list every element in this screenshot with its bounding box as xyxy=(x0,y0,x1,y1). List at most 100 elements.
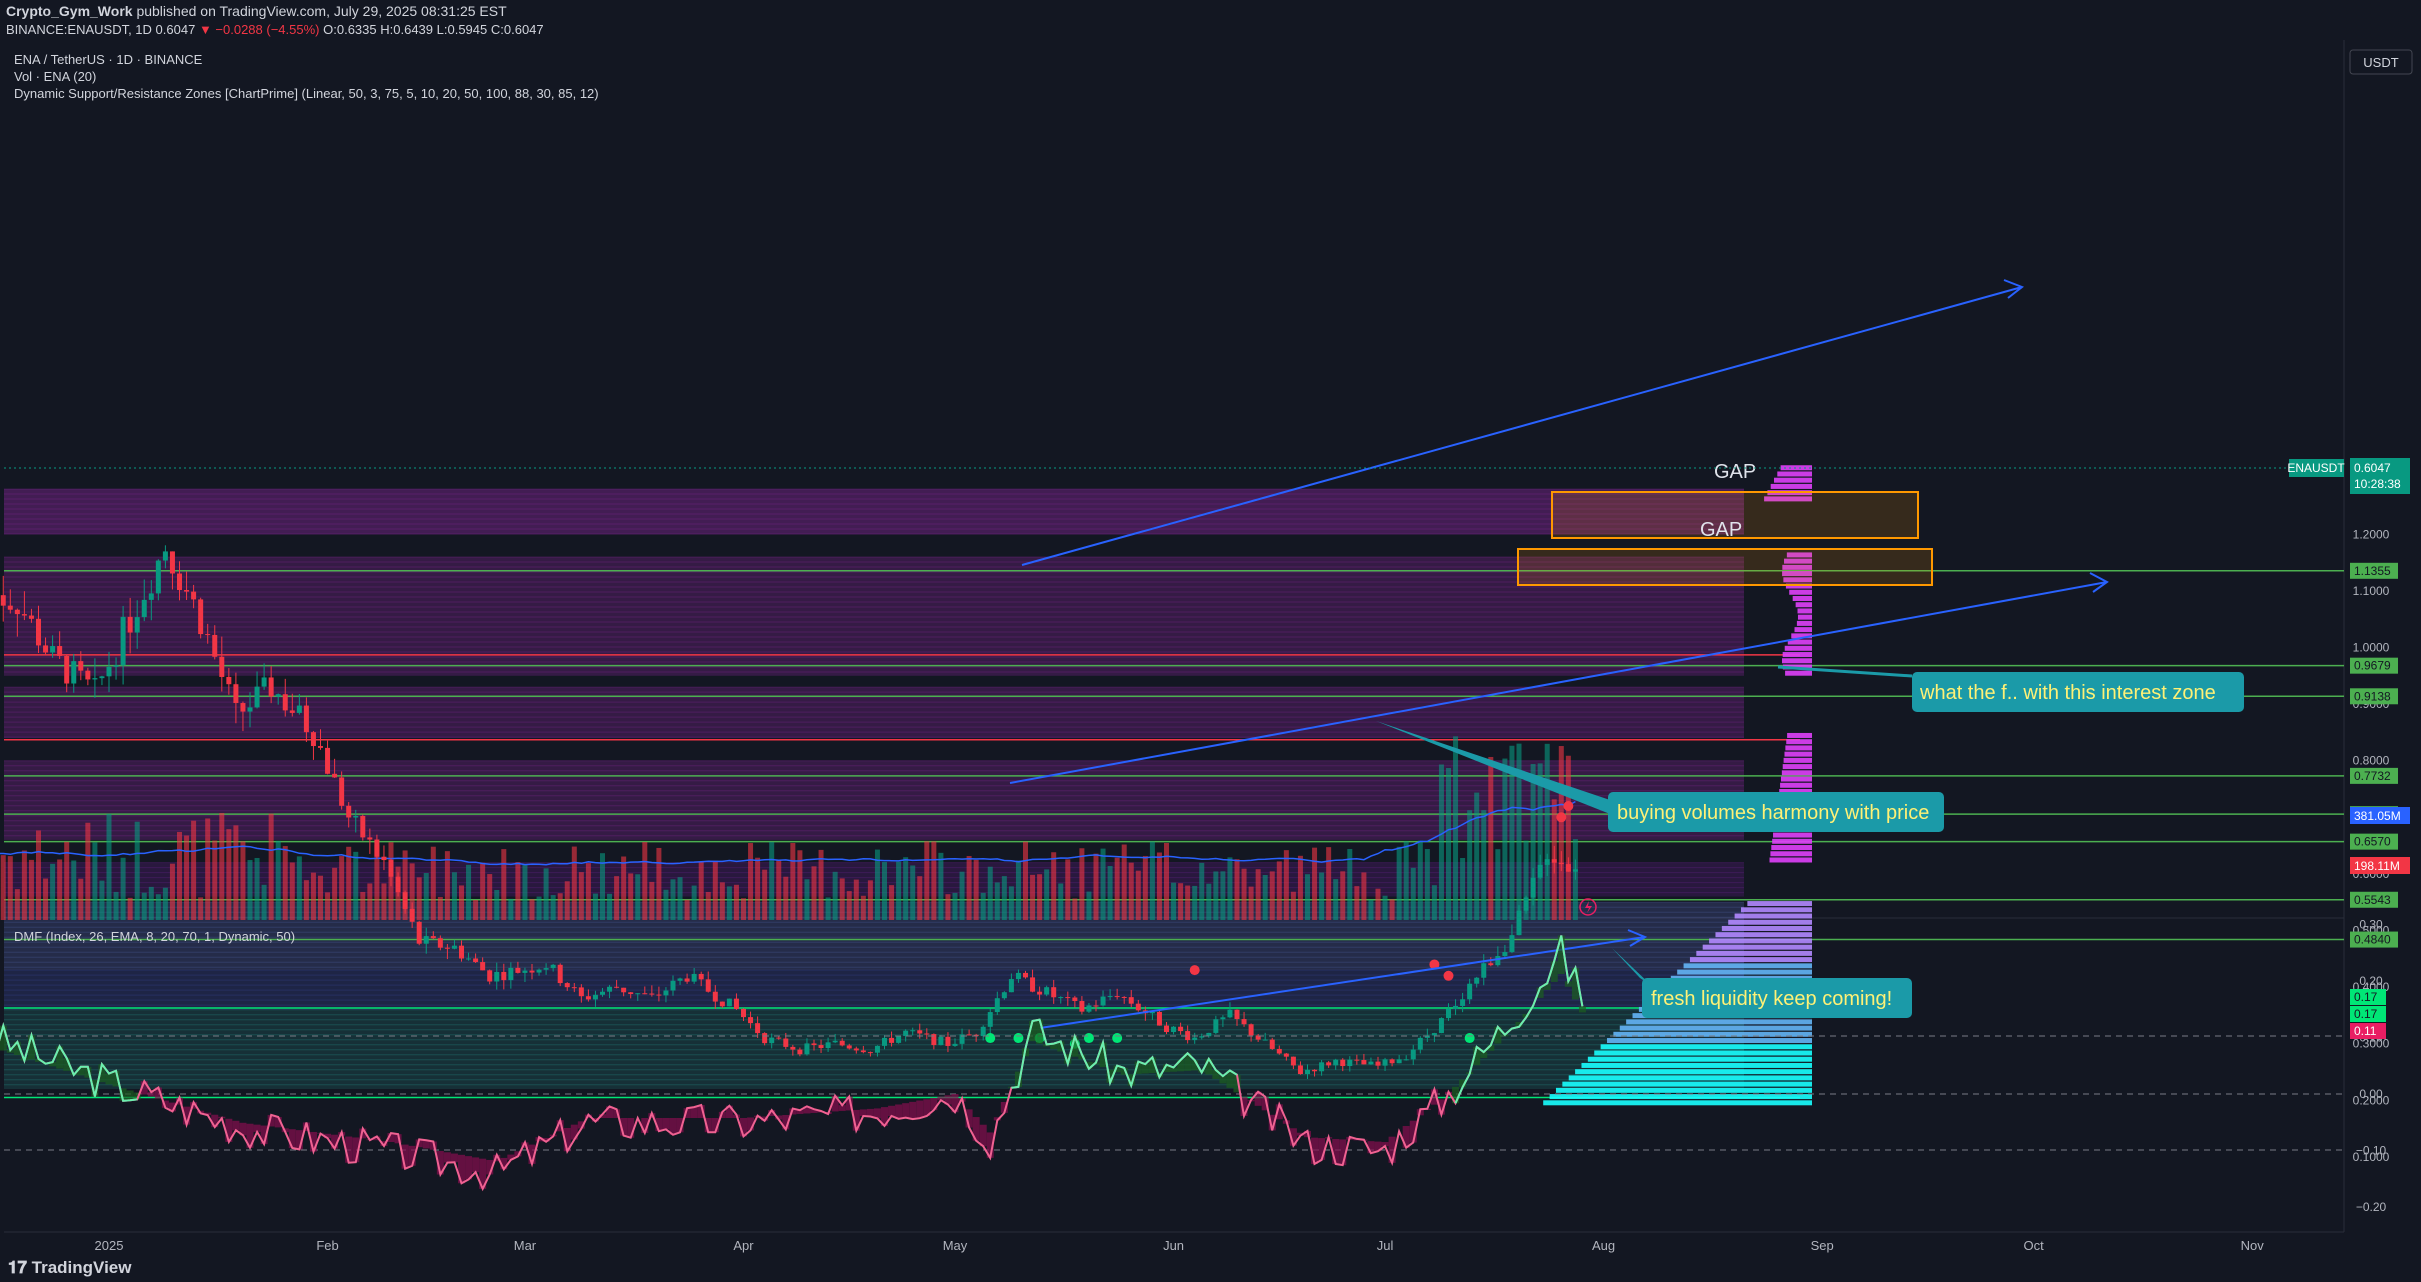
candle-body xyxy=(698,973,704,980)
volume-bar xyxy=(712,860,718,920)
profile-bar xyxy=(1796,620,1812,626)
dmf-trendline[interactable] xyxy=(1039,936,1646,1029)
volume-bar xyxy=(1326,847,1332,920)
gap-box-lower[interactable] xyxy=(1517,548,1933,586)
candle-body xyxy=(1558,862,1564,865)
volume-bar xyxy=(296,856,302,920)
ohlc-high: H:0.6439 xyxy=(380,22,434,37)
candle-body xyxy=(353,815,359,818)
price-tick-label: 0.3000 xyxy=(2353,1037,2390,1051)
tradingview-logo[interactable]: 𝟏𝟕 TradingView xyxy=(8,1258,131,1278)
volume-bar xyxy=(226,829,232,920)
level-label: 0.9679 xyxy=(2354,659,2391,673)
candle-body xyxy=(966,1034,972,1036)
sell-signal xyxy=(1563,800,1574,811)
author-name[interactable]: Crypto_Gym_Work xyxy=(6,3,133,19)
legend-volume[interactable]: Vol · ENA (20) xyxy=(14,69,96,84)
candle-body xyxy=(1368,1061,1374,1065)
buy-signal xyxy=(985,1033,996,1044)
dmf-axis[interactable]: 0.300.200.100.00−0.10−0.20 xyxy=(2356,918,2387,1215)
volume-bar xyxy=(1262,874,1268,920)
volume-bar xyxy=(508,898,514,920)
dmf-tick-label: 0.00 xyxy=(2359,1087,2383,1101)
volume-bar xyxy=(282,846,288,920)
profile-bar xyxy=(1785,745,1812,751)
candle-body xyxy=(903,1030,909,1036)
lower-trendline[interactable] xyxy=(1009,581,2108,784)
volume-bar xyxy=(1015,860,1021,920)
gap-box-upper[interactable] xyxy=(1551,491,1919,539)
currency-badge[interactable]: USDT xyxy=(2349,49,2413,75)
volume-tag: 381.05M xyxy=(2354,809,2401,823)
volume-bar xyxy=(162,887,168,920)
support-resistance-zones xyxy=(4,488,1800,1099)
volume-bar xyxy=(621,856,627,920)
volume-bar xyxy=(346,846,352,920)
volume-bar xyxy=(663,889,669,920)
profile-bar xyxy=(1784,558,1812,564)
profile-bar xyxy=(1785,670,1812,676)
profile-bar xyxy=(1774,477,1812,483)
candle-body xyxy=(155,560,161,594)
chart-canvas[interactable]: GAP GAP what the f.. with this interest … xyxy=(0,40,2421,1256)
candle-body xyxy=(1361,1060,1367,1065)
volume-bar xyxy=(670,879,676,920)
candle-body xyxy=(1037,991,1043,995)
profile-bar xyxy=(1740,907,1812,913)
price-change: ▼ −0.0288 (−4.55%) xyxy=(198,22,320,37)
volume-bar xyxy=(1565,755,1571,920)
volume-bar xyxy=(1093,853,1099,920)
candle-body xyxy=(1030,977,1036,992)
callout-text: buying volumes harmony with price xyxy=(1617,802,1929,824)
candle-body xyxy=(388,860,394,877)
price-pane[interactable] xyxy=(4,40,2344,920)
profile-bar xyxy=(1702,944,1812,950)
callout-volumes[interactable]: buying volumes harmony with price xyxy=(1376,721,1944,832)
callout-liquidity[interactable]: fresh liquidity keep coming! xyxy=(1612,948,1912,1018)
dmf-pane[interactable] xyxy=(0,935,2344,1192)
volume-bar xyxy=(1340,871,1346,920)
dmf-tag-box xyxy=(2350,1023,2386,1039)
legend-dmf[interactable]: DMF (Index, 26, EMA, 8, 20, 70, 1, Dynam… xyxy=(14,929,295,944)
callout-interest-zone[interactable]: what the f.. with this interest zone xyxy=(1777,665,2244,712)
candle-body xyxy=(938,1036,944,1046)
candle-body xyxy=(205,634,211,636)
time-axis[interactable]: 2025 Feb Mar Apr May Jun Jul Aug Sep Oct Nov xyxy=(95,1238,2265,1253)
ohlc-low: L:0.5945 xyxy=(436,22,488,37)
candle-body xyxy=(1164,1025,1169,1033)
level-label-box xyxy=(2350,657,2398,674)
candle-body xyxy=(1149,1011,1155,1014)
candle-body xyxy=(1178,1026,1184,1032)
profile-bar xyxy=(1797,614,1812,620)
candle-body xyxy=(973,1034,979,1037)
level-label: 0.6570 xyxy=(2354,835,2391,849)
candle-body xyxy=(994,998,1000,1013)
candle-body xyxy=(303,705,309,733)
volume-bar xyxy=(134,821,140,920)
candle-body xyxy=(797,1049,803,1055)
candle-body xyxy=(395,876,401,893)
volume-bar xyxy=(832,871,838,920)
candle-body xyxy=(43,645,49,653)
level-label-box xyxy=(2350,767,2398,784)
candle-body xyxy=(1488,963,1494,966)
volume-bar xyxy=(261,884,267,920)
upper-trendline[interactable] xyxy=(1021,286,2023,566)
legend-zones[interactable]: Dynamic Support/Resistance Zones [ChartP… xyxy=(14,86,599,101)
candle-body xyxy=(1044,987,1050,995)
volume-bar xyxy=(1382,895,1388,920)
profile-bar xyxy=(1780,782,1812,788)
lightning-icon[interactable] xyxy=(1579,898,1597,916)
candle-body xyxy=(7,605,13,610)
candle-body xyxy=(550,964,556,969)
profile-bar xyxy=(1626,1019,1812,1025)
volume-bar xyxy=(776,859,782,920)
volume-bar xyxy=(825,897,831,920)
volume-bar xyxy=(1079,848,1085,920)
candle-body xyxy=(177,573,182,591)
candle-body xyxy=(184,590,190,592)
volume-bar xyxy=(987,866,993,920)
legend-title[interactable]: ENA / TetherUS · 1D · BINANCE xyxy=(14,52,203,67)
volume-bar xyxy=(1100,848,1106,920)
candle-body xyxy=(310,732,316,747)
